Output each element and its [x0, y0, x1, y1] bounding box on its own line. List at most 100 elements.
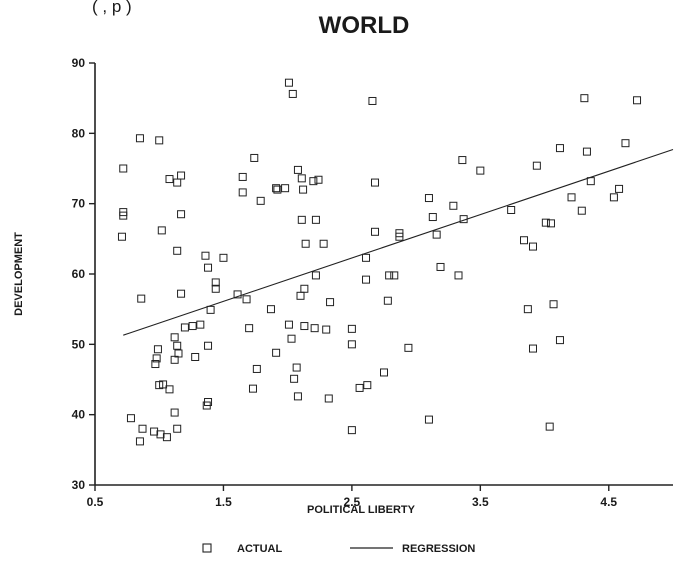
data-point	[380, 368, 388, 377]
data-point	[188, 322, 197, 331]
data-point	[177, 171, 186, 180]
x-axis-label: POLITICAL LIBERTY	[307, 504, 416, 516]
data-point	[297, 215, 306, 224]
y-tick-label: 70	[72, 197, 86, 211]
legend-actual-label: ACTUAL	[237, 543, 282, 555]
data-point	[191, 352, 200, 361]
data-point	[150, 427, 159, 436]
data-point	[273, 185, 282, 194]
data-point	[296, 291, 305, 300]
data-point	[250, 153, 259, 162]
data-point	[173, 341, 182, 350]
x-tick-label: 0.5	[87, 495, 104, 509]
legend: ACTUAL REGRESSION	[202, 543, 475, 555]
regression-layer	[123, 148, 674, 336]
data-point	[371, 227, 380, 236]
data-point	[355, 383, 364, 392]
data-point	[528, 344, 537, 353]
data-point	[290, 374, 299, 383]
data-point	[159, 380, 168, 389]
data-point	[347, 324, 356, 333]
data-point	[165, 385, 174, 394]
data-point	[567, 193, 576, 202]
data-point	[523, 305, 532, 314]
data-point	[541, 218, 550, 227]
x-tick-label: 3.5	[472, 495, 489, 509]
data-point	[428, 213, 437, 222]
data-point	[301, 239, 310, 248]
data-point	[137, 294, 146, 303]
data-point	[170, 333, 179, 342]
data-point	[288, 89, 297, 98]
data-point	[297, 174, 306, 183]
data-point	[582, 147, 591, 156]
data-point	[155, 136, 164, 145]
data-point	[476, 166, 485, 175]
data-point	[196, 320, 205, 329]
data-point	[621, 139, 630, 148]
data-point	[281, 184, 290, 193]
data-point	[266, 305, 275, 314]
data-point	[252, 364, 261, 373]
data-point	[458, 156, 467, 165]
y-tick-label: 90	[72, 56, 86, 70]
data-point	[385, 271, 394, 280]
data-point	[292, 363, 301, 372]
data-point	[242, 295, 251, 304]
data-point	[201, 251, 210, 260]
data-point	[177, 210, 186, 219]
y-axis-label: DEVELOPMENT	[13, 232, 25, 316]
data-point	[117, 232, 126, 241]
data-point	[311, 215, 320, 224]
data-point	[532, 161, 541, 170]
data-point	[162, 433, 171, 442]
data-point	[404, 343, 413, 352]
data-point	[173, 178, 182, 187]
data-point	[586, 177, 595, 186]
data-point	[173, 246, 182, 255]
data-point	[245, 324, 254, 333]
data-point	[319, 239, 328, 248]
data-point	[545, 422, 554, 431]
data-point	[555, 336, 564, 345]
data-point	[322, 325, 331, 334]
x-tick-label: 4.5	[600, 495, 617, 509]
data-point	[390, 271, 399, 280]
data-point	[156, 430, 165, 439]
data-points	[117, 78, 642, 446]
y-tick-label: 80	[72, 126, 86, 140]
data-point	[311, 271, 320, 280]
data-point	[174, 349, 183, 358]
data-point	[371, 178, 380, 187]
data-point	[165, 175, 174, 184]
data-point	[609, 193, 618, 202]
data-point	[219, 253, 228, 262]
data-point	[256, 196, 265, 205]
data-point	[546, 219, 555, 228]
x-ticks: 0.5 1.5 2.5 3.5 4.5	[87, 485, 617, 509]
y-ticks: 30 40 50 60 70 80 90	[72, 56, 95, 492]
data-point	[436, 262, 445, 271]
data-point	[211, 284, 220, 293]
data-point	[347, 426, 356, 435]
data-point	[314, 175, 323, 184]
data-point	[362, 253, 371, 262]
x-tick-label: 2.5	[344, 495, 361, 509]
data-point	[284, 78, 293, 87]
data-point	[138, 424, 147, 433]
data-point	[580, 94, 589, 103]
data-point	[633, 96, 642, 105]
data-point	[293, 392, 302, 401]
data-point	[528, 242, 537, 251]
plot-area: 30 40 50 60 70 80 90 0.5 1.5 2.5 3.5 4.5	[72, 56, 674, 509]
data-point	[326, 298, 335, 307]
data-point	[347, 340, 356, 349]
data-point	[299, 185, 308, 194]
data-point	[577, 206, 586, 215]
data-point	[238, 188, 247, 197]
data-point	[119, 211, 128, 220]
data-point	[300, 322, 309, 331]
data-point	[135, 437, 144, 446]
